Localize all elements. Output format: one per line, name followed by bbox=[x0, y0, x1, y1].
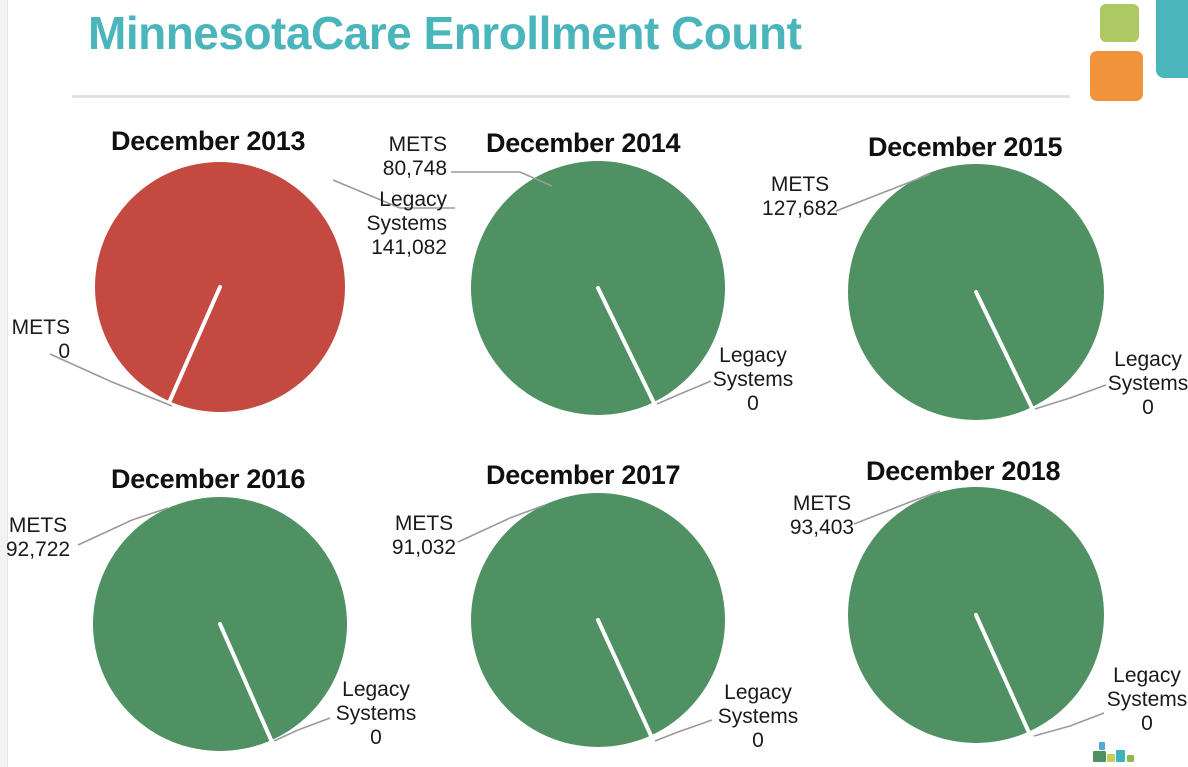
callout-2016-mets: METS 92,722 bbox=[0, 514, 88, 562]
callout-2016-mets-name: METS bbox=[8, 514, 68, 537]
leader-line-2014-mets bbox=[451, 171, 553, 187]
callout-2018-legacy-line2: Systems bbox=[1106, 688, 1188, 711]
callout-2017-legacy: Legacy Systems 0 bbox=[708, 681, 808, 753]
callout-2015-legacy-line1: Legacy bbox=[1114, 348, 1182, 371]
callout-2014-legacy: Legacy Systems 0 bbox=[703, 344, 803, 416]
callout-2017-legacy-value: 0 bbox=[752, 729, 764, 752]
left-gutter bbox=[0, 0, 7, 767]
title-divider bbox=[72, 95, 1070, 98]
chart-title-december-2016: December 2016 bbox=[111, 464, 306, 494]
callout-2016-mets-value: 92,722 bbox=[5, 538, 71, 561]
chart-title-december-2017: December 2017 bbox=[486, 460, 681, 490]
callout-2018-mets-value: 93,403 bbox=[789, 516, 855, 539]
footer-logo-icon bbox=[1093, 742, 1134, 762]
callout-2014-legacy-line2: Systems bbox=[712, 368, 794, 391]
pie-december-2015 bbox=[848, 164, 1104, 420]
pie-december-2013 bbox=[95, 162, 345, 412]
chart-title-december-2013: December 2013 bbox=[111, 126, 306, 156]
callout-2015-legacy-value: 0 bbox=[1142, 396, 1154, 419]
callout-2016-legacy-value: 0 bbox=[370, 726, 382, 749]
chart-title-december-2018: December 2018 bbox=[866, 456, 1061, 486]
left-gutter-divider bbox=[7, 0, 8, 767]
green-square-decor bbox=[1100, 4, 1139, 42]
callout-2015-mets-value: 127,682 bbox=[762, 197, 838, 220]
callout-2014-legacy-line1: Legacy bbox=[719, 344, 787, 367]
callout-2018-legacy-line1: Legacy bbox=[1113, 664, 1181, 687]
teal-block-decor bbox=[1156, 0, 1188, 78]
page-title: MinnesotaCare Enrollment Count bbox=[88, 7, 802, 59]
callout-2017-legacy-line2: Systems bbox=[717, 705, 799, 728]
chart-title-december-2015: December 2015 bbox=[868, 132, 1063, 162]
callout-2013-legacy-line1: Legacy bbox=[379, 188, 447, 211]
callout-2016-legacy: Legacy Systems 0 bbox=[326, 678, 426, 750]
callout-2013-legacy-value: 141,082 bbox=[371, 236, 447, 259]
pie-december-2018 bbox=[848, 487, 1104, 743]
callout-2015-legacy: Legacy Systems 0 bbox=[1098, 348, 1188, 420]
callout-2013-legacy-line2: Systems bbox=[366, 212, 447, 235]
chart-title-december-2014: December 2014 bbox=[486, 128, 681, 158]
callout-2014-legacy-value: 0 bbox=[747, 392, 759, 415]
callout-2015-mets: METS 127,682 bbox=[740, 173, 860, 221]
callout-2017-mets: METS 91,032 bbox=[372, 512, 476, 560]
leader-line-2017-legacy bbox=[654, 719, 713, 742]
callout-2017-mets-value: 91,032 bbox=[391, 536, 457, 559]
callout-2014-mets-value: 80,748 bbox=[382, 157, 447, 180]
pie-december-2017 bbox=[471, 493, 725, 747]
leader-line-2015-legacy bbox=[1034, 384, 1107, 410]
callout-2013-mets-value: 0 bbox=[58, 340, 70, 363]
callout-2018-legacy-value: 0 bbox=[1141, 712, 1153, 735]
callout-2016-legacy-line1: Legacy bbox=[342, 678, 410, 701]
callout-2015-legacy-line2: Systems bbox=[1107, 372, 1188, 395]
callout-2017-mets-name: METS bbox=[394, 512, 454, 535]
callout-2017-legacy-line1: Legacy bbox=[724, 681, 792, 704]
callout-2013-legacy: Legacy Systems 141,082 bbox=[335, 188, 447, 260]
pie-december-2016 bbox=[93, 497, 347, 751]
callout-2018-mets-name: METS bbox=[792, 492, 852, 515]
callout-2015-mets-name: METS bbox=[770, 173, 830, 196]
callout-2013-mets-name: METS bbox=[11, 316, 70, 339]
orange-square-decor bbox=[1090, 51, 1143, 101]
leader-line-2016-mets bbox=[77, 507, 169, 546]
callout-2018-mets: METS 93,403 bbox=[770, 492, 874, 540]
callout-2014-mets-name: METS bbox=[388, 133, 447, 156]
callout-2013-mets: METS 0 bbox=[0, 316, 70, 364]
leader-line-2018-legacy bbox=[1033, 712, 1105, 737]
callout-2018-legacy: Legacy Systems 0 bbox=[1097, 664, 1188, 736]
leader-line-2016-legacy bbox=[273, 717, 331, 742]
callout-2014-mets: METS 80,748 bbox=[335, 133, 447, 181]
callout-2016-legacy-line2: Systems bbox=[335, 702, 417, 725]
pie-december-2014 bbox=[471, 161, 725, 415]
